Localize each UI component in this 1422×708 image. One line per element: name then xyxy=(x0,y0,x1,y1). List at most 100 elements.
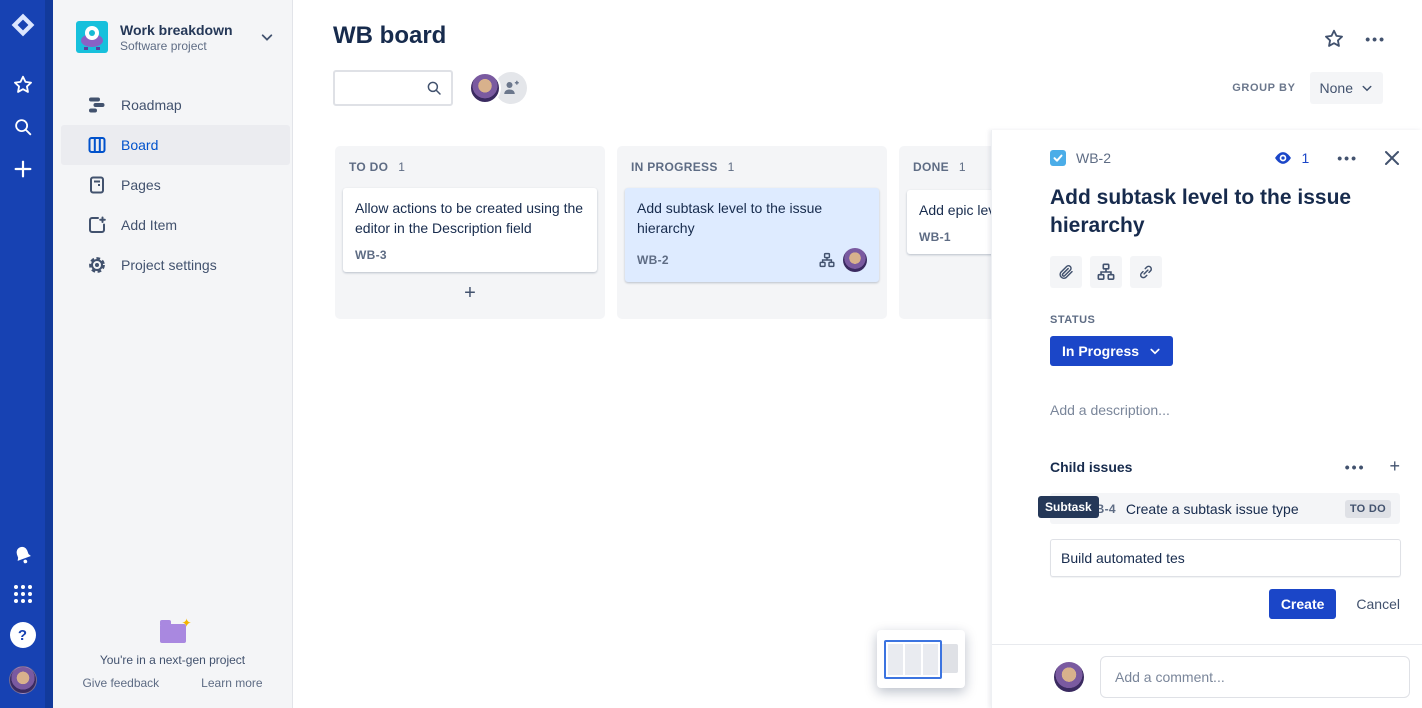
search-icon[interactable] xyxy=(0,116,45,138)
issue-title[interactable]: Add subtask level to the issue hierarchy xyxy=(1050,186,1352,237)
comment-input[interactable] xyxy=(1100,655,1410,698)
page-title: WB board xyxy=(333,22,447,49)
search-icon xyxy=(425,79,443,97)
chevron-down-icon[interactable] xyxy=(260,30,274,44)
issue-detail-panel: WB-2 1 ••• Add subtask level to the issu… xyxy=(991,130,1422,708)
column-count: 1 xyxy=(958,160,966,174)
column-name: DONE xyxy=(913,160,949,174)
add-item-icon xyxy=(87,215,107,235)
roadmap-icon xyxy=(87,95,107,115)
watchers[interactable]: 1 xyxy=(1273,148,1309,168)
sidebar-item-roadmap[interactable]: Roadmap xyxy=(61,85,290,125)
panel-issue-key[interactable]: WB-2 xyxy=(1076,150,1111,166)
sidebar-item-label: Pages xyxy=(121,177,161,193)
column-name: TO DO xyxy=(349,160,389,174)
current-user-avatar xyxy=(1054,661,1084,692)
status-label: STATUS xyxy=(1050,314,1096,326)
column-in-progress: IN PROGRESS 1 Add subtask level to the i… xyxy=(617,146,887,319)
sidebar-item-pages[interactable]: Pages xyxy=(61,165,290,205)
nextgen-footer: ✦ You're in a next-gen project Give feed… xyxy=(53,616,292,690)
group-by-dropdown[interactable]: None xyxy=(1309,72,1383,104)
mini-board-icon xyxy=(884,640,942,679)
sidebar-item-label: Project settings xyxy=(121,257,217,273)
issue-key: WB-2 xyxy=(637,253,669,267)
issue-card-wb2[interactable]: Add subtask level to the issue hierarchy… xyxy=(625,188,879,282)
board-icon xyxy=(87,135,107,155)
paperclip-icon xyxy=(1059,265,1073,279)
learn-more-link[interactable]: Learn more xyxy=(201,676,263,690)
issue-card-wb1[interactable]: Add epic lev WB-1 xyxy=(907,190,991,254)
sidebar-item-project-settings[interactable]: Project settings xyxy=(61,245,290,285)
link-icon xyxy=(1139,265,1153,279)
eye-icon xyxy=(1275,152,1292,164)
jira-logo-icon[interactable] xyxy=(0,12,45,38)
board-content: TO DO 1 Allow actions to be created usin… xyxy=(293,130,1422,708)
app-switcher-icon[interactable] xyxy=(0,584,45,604)
sidebar-item-add-item[interactable]: Add Item xyxy=(61,205,290,245)
new-child-issue-input[interactable] xyxy=(1050,539,1401,577)
column-done: DONE 1 Add epic lev WB-1 xyxy=(899,146,991,319)
create-plus-icon[interactable] xyxy=(0,158,45,180)
project-name: Work breakdown xyxy=(120,21,233,38)
board-more-icon[interactable]: ••• xyxy=(1365,31,1386,47)
assignee-avatar xyxy=(843,248,867,272)
app-rail: ? xyxy=(0,0,53,708)
issue-more-icon[interactable]: ••• xyxy=(1337,150,1358,166)
cancel-button[interactable]: Cancel xyxy=(1356,596,1400,612)
task-type-icon[interactable] xyxy=(1050,150,1066,166)
folder-icon: ✦ xyxy=(159,616,192,643)
hierarchy-icon xyxy=(1097,263,1115,281)
notifications-bell-icon[interactable] xyxy=(0,544,45,566)
attachment-button[interactable] xyxy=(1050,256,1082,288)
column-todo: TO DO 1 Allow actions to be created usin… xyxy=(335,146,605,319)
favorite-star-icon[interactable] xyxy=(1323,28,1345,50)
description-field[interactable]: Add a description... xyxy=(1050,402,1170,418)
add-subtask-button[interactable] xyxy=(1090,256,1122,288)
nextgen-message: You're in a next-gen project xyxy=(99,653,246,667)
star-icon[interactable] xyxy=(0,74,45,96)
give-feedback-link[interactable]: Give feedback xyxy=(82,676,160,690)
board-columns-region: TO DO 1 Allow actions to be created usin… xyxy=(293,130,991,708)
board-controls: GROUP BY None xyxy=(333,70,1422,106)
profile-avatar[interactable] xyxy=(0,666,45,694)
child-issues-heading: Child issues xyxy=(1050,458,1133,475)
group-by-label: GROUP BY xyxy=(1232,82,1296,94)
status-dropdown[interactable]: In Progress xyxy=(1050,336,1174,366)
add-child-issue-icon[interactable]: + xyxy=(1389,456,1400,476)
board-search-input[interactable] xyxy=(335,72,451,104)
board-header: WB board ••• GROUP BY None xyxy=(293,0,1422,130)
close-icon[interactable] xyxy=(1384,150,1400,166)
watchers-count: 1 xyxy=(1301,150,1310,166)
board-search xyxy=(333,70,453,106)
child-issues-more-icon[interactable]: ••• xyxy=(1344,458,1366,475)
help-icon[interactable]: ? xyxy=(0,622,45,648)
column-name: IN PROGRESS xyxy=(631,160,718,174)
member-avatar[interactable] xyxy=(469,72,501,104)
child-issues-section: Child issues ••• + WB-4 Create a subtask… xyxy=(1050,456,1401,619)
child-status-badge[interactable]: TO DO xyxy=(1344,499,1391,518)
sidebar-item-label: Roadmap xyxy=(121,97,182,113)
subtasks-icon xyxy=(819,252,835,268)
column-count: 1 xyxy=(398,160,406,174)
drag-ghost-board-preview xyxy=(877,630,965,688)
add-card-button[interactable]: + xyxy=(464,282,476,304)
sidebar-nav: Roadmap Board Pages Add Item Project set… xyxy=(53,85,292,285)
project-avatar xyxy=(76,21,108,53)
column-count: 1 xyxy=(727,160,735,174)
group-by-control: GROUP BY None xyxy=(1232,70,1383,106)
subtask-tooltip: Subtask xyxy=(1038,496,1099,518)
chevron-down-icon xyxy=(1150,348,1160,355)
child-issue-row[interactable]: WB-4 Create a subtask issue type TO DO xyxy=(1050,493,1400,524)
issue-key: WB-3 xyxy=(355,248,387,262)
sidebar-item-label: Add Item xyxy=(121,217,178,233)
sidebar-item-board[interactable]: Board xyxy=(61,125,290,165)
issue-card-wb3[interactable]: Allow actions to be created using the ed… xyxy=(343,188,597,272)
issue-key: WB-1 xyxy=(919,230,951,244)
pages-icon xyxy=(87,175,107,195)
project-switcher[interactable]: Work breakdown Software project xyxy=(53,0,292,53)
board-members xyxy=(469,72,527,104)
create-button[interactable]: Create xyxy=(1268,589,1337,619)
gear-icon xyxy=(87,255,107,275)
link-button[interactable] xyxy=(1130,256,1162,288)
comment-bar xyxy=(992,644,1422,708)
